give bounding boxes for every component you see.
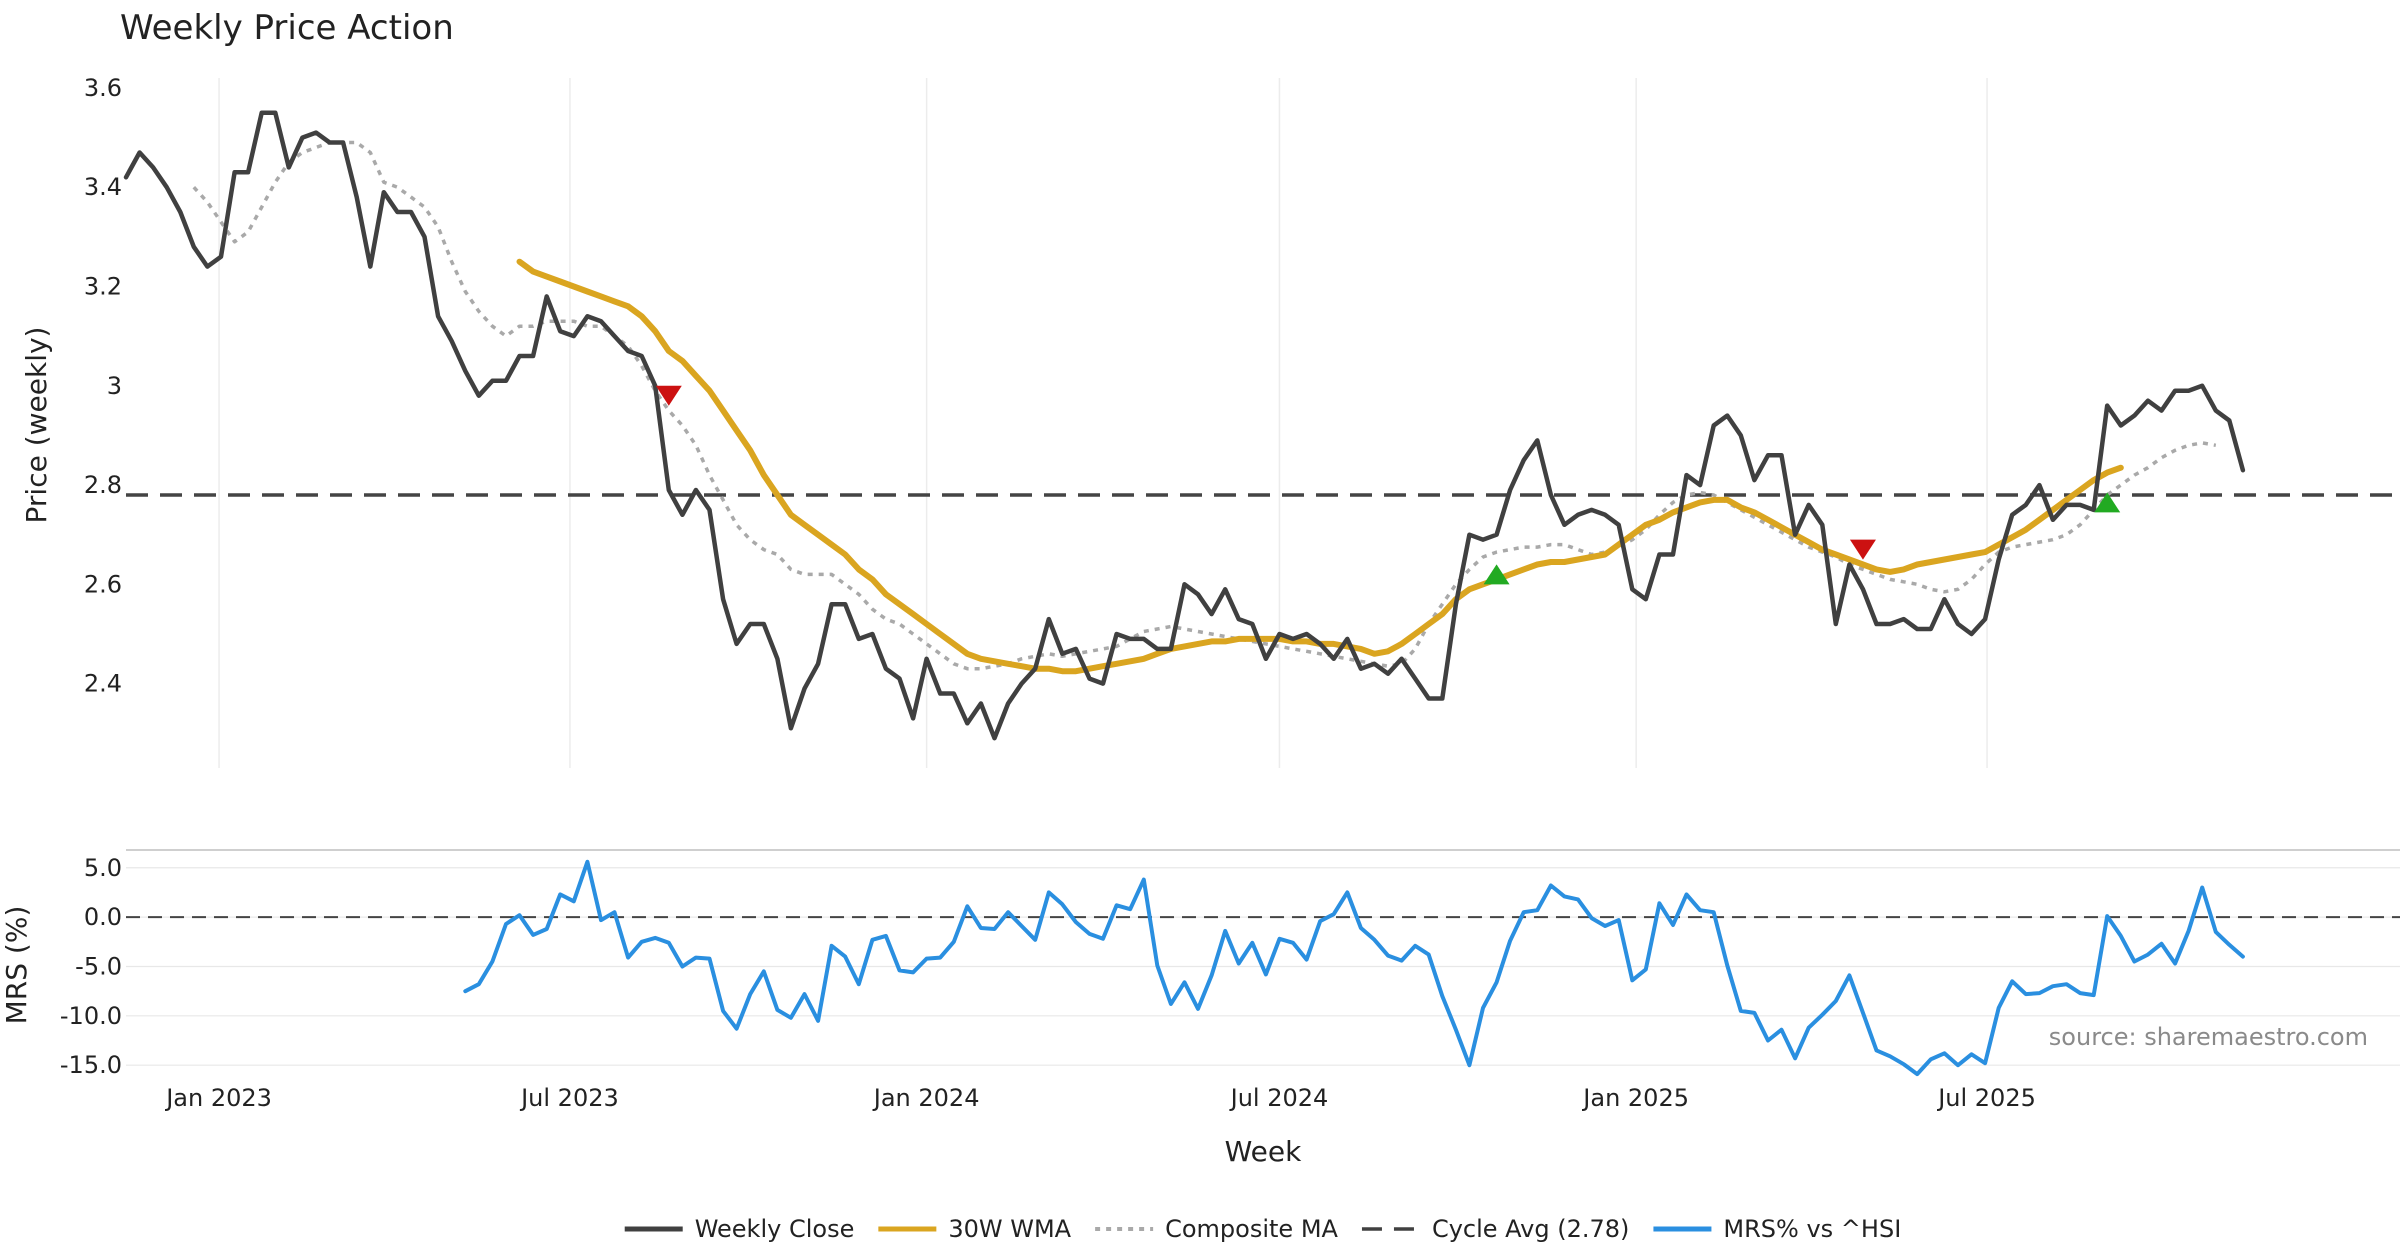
mrs-y-axis-label: MRS (%) (0, 906, 33, 1025)
mrs-y-tick-label: 0.0 (84, 903, 122, 931)
price-y-ticks: 2.4 2.6 2.8 3 3.2 3.4 3.6 (84, 74, 122, 698)
weekly-close-line (123, 110, 2246, 741)
x-ticks: Jan 2023 Jul 2023 Jan 2024 Jul 2024 Jan 2025… (164, 1084, 2036, 1112)
mrs-y-ticks: 5.0 0.0 -5.0 -10.0 -15.0 (60, 854, 122, 1079)
price-y-axis-label: Price (weekly) (20, 327, 53, 524)
x-tick-label: Jan 2023 (164, 1084, 272, 1112)
price-y-tick-label: 2.4 (84, 670, 122, 698)
mrs-series-group (463, 859, 2245, 1077)
mrs-y-tick-label: -15.0 (60, 1051, 122, 1079)
x-axis-label: Week (1225, 1135, 1302, 1168)
legend: Weekly Close 30W WMA Composite MA Cycle Avg… (624, 1215, 1901, 1243)
legend-label: Cycle Avg (2.78) (1432, 1215, 1629, 1243)
price-grid (218, 78, 1988, 768)
x-tick-label: Jul 2024 (1229, 1084, 1329, 1112)
mrs-y-tick-label: -10.0 (60, 1002, 122, 1030)
price-y-tick-label: 2.6 (84, 570, 122, 598)
price-y-tick-label: 3.6 (84, 74, 122, 102)
x-tick-label: Jul 2023 (519, 1084, 619, 1112)
x-tick-label: Jan 2024 (872, 1084, 980, 1112)
source-note: source: sharemaestro.com (2049, 1023, 2368, 1051)
mrs-y-tick-label: 5.0 (84, 854, 122, 882)
buy-signal-marker (2094, 492, 2121, 513)
price-y-tick-label: 2.8 (84, 471, 122, 499)
price-y-tick-label: 3.4 (84, 173, 122, 201)
sell-signal-marker (655, 385, 682, 406)
price-y-tick-label: 3 (107, 372, 122, 400)
composite-ma-line (192, 140, 2217, 671)
price-y-tick-label: 3.2 (84, 272, 122, 300)
sell-signal-marker (1849, 539, 1876, 560)
signal-markers (655, 385, 2121, 585)
legend-label: Weekly Close (695, 1215, 855, 1243)
legend-label: Composite MA (1165, 1215, 1338, 1243)
legend-label: MRS% vs ^HSI (1723, 1215, 1901, 1243)
x-tick-label: Jul 2025 (1936, 1084, 2036, 1112)
buy-signal-marker (1483, 564, 1510, 585)
legend-label: 30W WMA (948, 1215, 1071, 1243)
chart-title: Weekly Price Action (120, 8, 454, 48)
x-tick-label: Jan 2025 (1581, 1084, 1689, 1112)
price-series-group (123, 110, 2246, 741)
mrs-line (463, 859, 2245, 1077)
mrs-y-tick-label: -5.0 (75, 952, 122, 980)
